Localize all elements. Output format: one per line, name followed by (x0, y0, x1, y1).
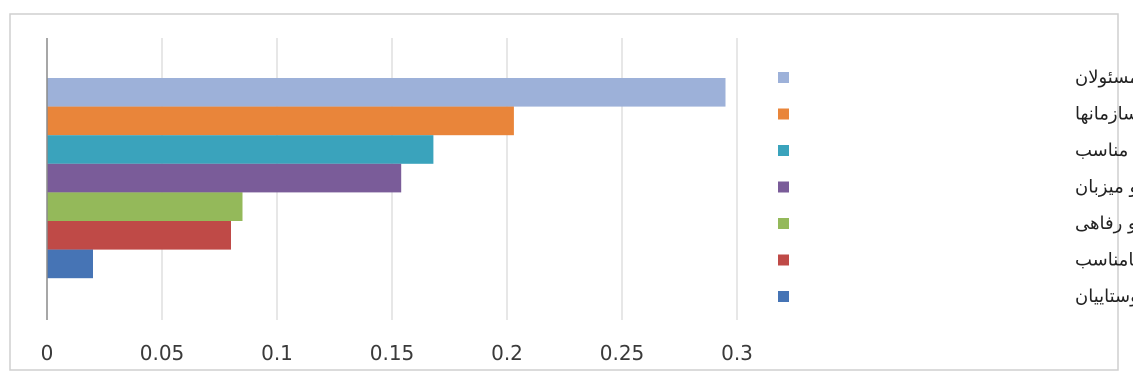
x-tick-label: 0.3 (721, 341, 753, 365)
x-tick-label: 0.15 (370, 341, 415, 365)
x-tick-label: 0.1 (261, 341, 293, 365)
x-tick-label: 0.2 (491, 341, 523, 365)
legend-swatch (778, 72, 789, 83)
legend-swatch (778, 145, 789, 156)
bar (47, 163, 402, 193)
legend-label: عدم هماهنگی بین سازمانها (1075, 103, 1133, 125)
legend-label: سیستم حمل و نقل نامناسب (1075, 250, 1133, 271)
legend-label: بی توجهی مسئولان (1075, 67, 1133, 88)
legend-swatch (778, 181, 789, 193)
legend-label: پایین بودن آگاهی روستاییان (1075, 284, 1133, 307)
bars (47, 78, 726, 279)
bar (47, 78, 726, 107)
legend-swatch (778, 291, 789, 302)
legend-label: تفاوت فرهنگی بین گردشگر و میزبان (1075, 176, 1133, 198)
legend: بی توجهی مسئولان عدم هماهنگی بین سازمانها… (778, 67, 1133, 307)
legend-swatch (778, 218, 789, 229)
bar (47, 192, 243, 221)
legend-swatch (778, 108, 789, 120)
bar (47, 135, 434, 164)
legend-swatch (778, 254, 789, 266)
bar (47, 249, 93, 279)
x-tick-label: 0 (41, 341, 54, 365)
legend-label: نبود تبلیغات مناسب (1075, 140, 1133, 161)
x-tick-label: 0.05 (140, 341, 185, 365)
bar (47, 221, 231, 250)
x-axis-ticks: 0 0.05 0.1 0.15 0.2 0.25 0.3 (41, 341, 753, 365)
bar (47, 106, 514, 136)
legend-label: عدم وجود مراکز اقامتی و رفاهی (1075, 213, 1133, 234)
x-tick-label: 0.25 (600, 341, 645, 365)
